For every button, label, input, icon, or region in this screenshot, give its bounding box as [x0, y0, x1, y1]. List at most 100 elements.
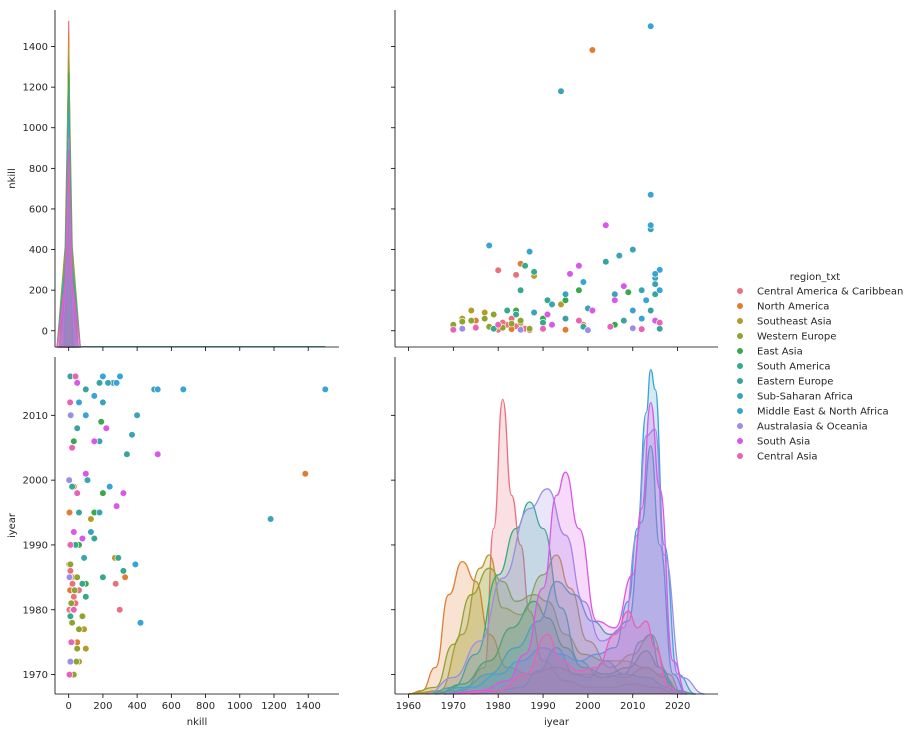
legend-marker	[736, 362, 744, 370]
legend-marker	[736, 302, 744, 310]
scatter-point-tr	[620, 317, 628, 325]
scatter-point-bl	[90, 392, 98, 400]
scatter-point-bl	[65, 508, 74, 517]
scatter-point-bl	[123, 450, 131, 458]
legend-label: South America	[757, 362, 831, 373]
scatter-point-tr	[629, 306, 637, 315]
scatter-point-bl	[71, 586, 79, 594]
iyear-kde-line-7	[435, 445, 687, 695]
scatter-point-tr	[508, 320, 516, 328]
iyear-kde-line-8	[444, 368, 696, 695]
iyear-kde-fill-10	[444, 402, 687, 694]
legend-label: South Asia	[757, 437, 810, 448]
ytick-label-nkill: 0	[42, 326, 48, 337]
scatter-point-tr	[647, 22, 655, 30]
panel-iyear-kde	[408, 368, 705, 695]
scatter-point-bl	[65, 573, 74, 581]
scatter-point-tr	[548, 321, 556, 329]
scatter-point-bl	[75, 508, 83, 517]
scatter-point-bl	[99, 489, 107, 497]
xtick-label-iyear: 1960	[396, 701, 421, 712]
scatter-point-tr	[611, 290, 619, 298]
scatter-point-bl	[73, 424, 81, 432]
panel-iyear-vs-nkill	[65, 372, 329, 679]
scatter-point-bl	[97, 418, 105, 426]
scatter-point-bl	[121, 573, 129, 581]
scatter-point-tr	[557, 87, 565, 95]
legend-marker	[736, 407, 744, 415]
scatter-point-tr	[629, 246, 637, 254]
scatter-point-tr	[490, 325, 498, 333]
scatter-point-bl	[82, 411, 90, 419]
ytick-label-nkill: 200	[29, 286, 48, 297]
scatter-point-tr	[516, 326, 525, 334]
legend-label: Middle East & North Africa	[757, 407, 889, 418]
scatter-point-bl	[75, 625, 83, 633]
scatter-point-bl	[66, 541, 74, 549]
legend-marker	[736, 452, 744, 460]
scatter-point-tr	[543, 296, 552, 304]
scatter-point-tr	[638, 325, 646, 333]
scatter-point-tr	[615, 252, 623, 260]
legend-marker	[736, 392, 744, 400]
scatter-point-bl	[66, 657, 74, 666]
scatter-point-tr	[543, 310, 552, 319]
scatter-point-bl	[154, 385, 162, 394]
scatter-point-bl	[128, 431, 136, 439]
scatter-point-tr	[642, 296, 650, 304]
legend-title: region_txt	[790, 272, 840, 283]
scatter-point-bl	[114, 554, 122, 562]
scatter-point-bl	[68, 619, 76, 627]
legend-marker	[736, 422, 744, 430]
xtick-label-nkill: 0	[65, 701, 71, 712]
ylabel-iyear: iyear	[7, 512, 18, 538]
xtick-label-iyear: 1990	[530, 701, 555, 712]
legend-label: Southeast Asia	[757, 317, 832, 328]
ytick-label-nkill: 600	[29, 204, 48, 215]
scatter-point-tr	[656, 266, 664, 274]
legend-items: Central America & Caribbean North America…	[736, 287, 903, 463]
scatter-point-tr	[481, 315, 489, 323]
xtick-label-nkill: 1200	[261, 701, 286, 712]
xtick-label-nkill: 1000	[227, 701, 252, 712]
scatter-point-bl	[133, 411, 141, 419]
legend-label: Central America & Caribbean	[757, 287, 903, 298]
scatter-point-bl	[70, 593, 78, 601]
scatter-point-bl	[66, 612, 74, 620]
ytick-label-iyear: 1970	[23, 670, 48, 681]
scatter-point-bl	[99, 372, 107, 381]
scatter-point-bl	[87, 515, 95, 523]
scatter-point-tr	[624, 288, 632, 296]
scatter-point-tr	[575, 262, 583, 270]
scatter-point-bl	[65, 670, 74, 679]
scatter-point-tr	[584, 326, 592, 334]
iyear-kde-fill-6	[471, 634, 687, 694]
scatter-point-bl	[78, 580, 86, 588]
scatter-point-bl	[99, 398, 107, 407]
scatter-point-bl	[73, 379, 81, 387]
legend-label: North America	[757, 302, 829, 313]
xtick-label-nkill: 1400	[295, 701, 320, 712]
scatter-point-tr	[638, 315, 646, 323]
panel-nkill-hist	[56, 20, 326, 348]
ytick-label-nkill: 1200	[23, 83, 48, 94]
scatter-point-bl	[66, 398, 74, 407]
scatter-point-bl	[66, 567, 74, 575]
panel-nkill-vs-iyear	[449, 22, 664, 334]
scatter-point-tr	[458, 318, 466, 326]
scatter-point-tr	[503, 306, 511, 315]
scatter-point-tr	[575, 286, 583, 294]
scatter-point-tr	[539, 319, 547, 327]
scatter-point-tr	[467, 317, 475, 325]
scatter-point-bl	[87, 528, 95, 536]
scatter-point-tr	[530, 268, 538, 276]
iyear-kde-line-9	[426, 428, 705, 695]
scatter-point-tr	[561, 315, 570, 323]
scatter-point-bl	[82, 470, 90, 478]
scatter-point-bl	[131, 560, 139, 569]
scatter-point-bl	[71, 372, 80, 381]
scatter-point-tr	[606, 323, 614, 331]
iyear-kde-fill-3	[408, 568, 683, 694]
scatter-point-tr	[629, 324, 637, 332]
